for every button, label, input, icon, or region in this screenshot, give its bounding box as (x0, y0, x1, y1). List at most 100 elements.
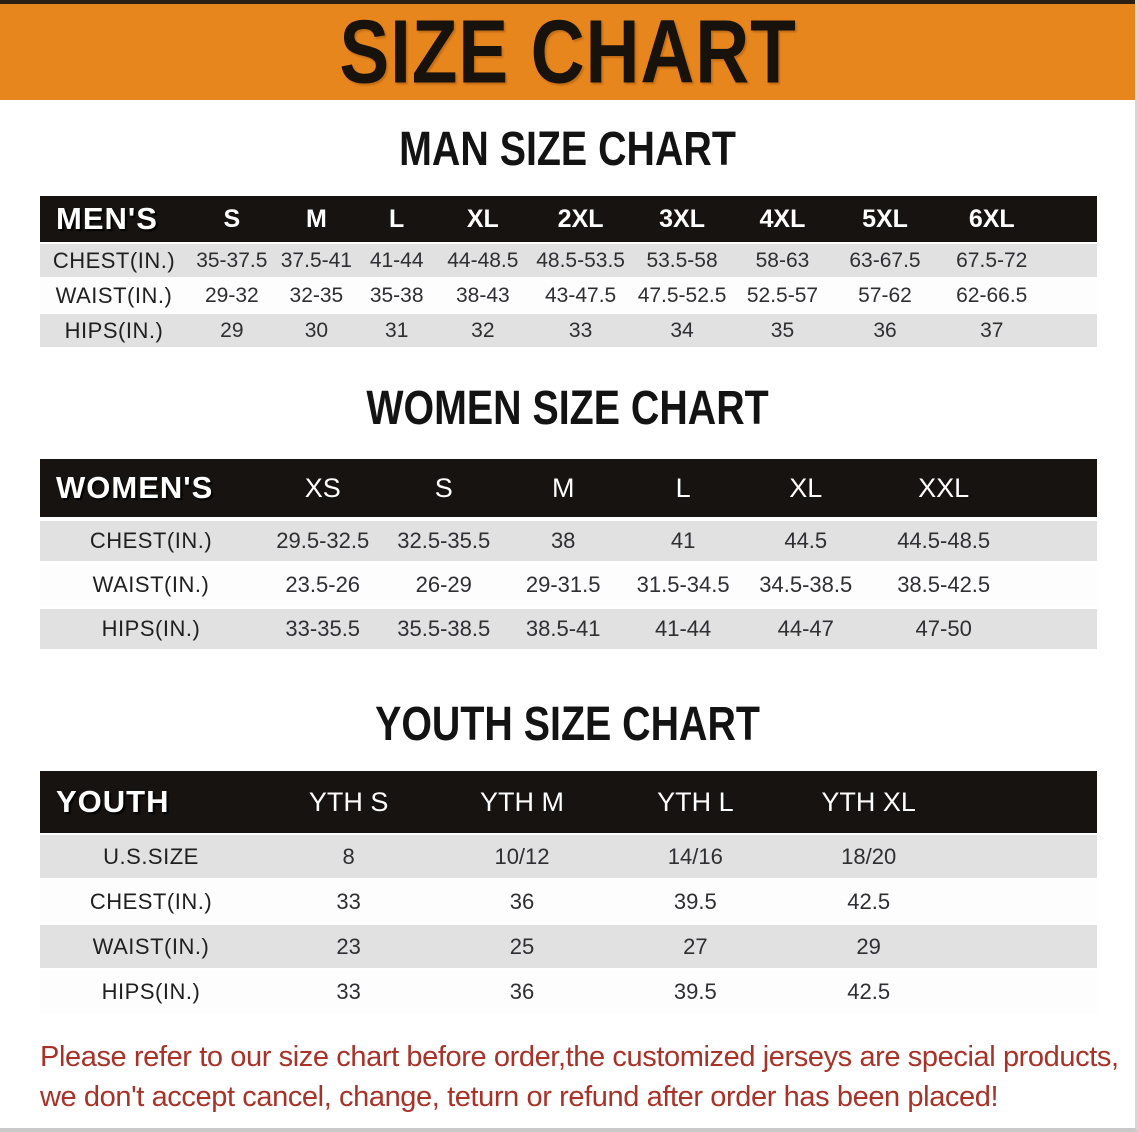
size-value-cell: 47.5-52.5 (637, 283, 727, 307)
size-value-cell: 34.5-38.5 (759, 572, 853, 597)
row-spacer-cell (955, 835, 1097, 878)
size-value-cell: 43-47.5 (544, 283, 617, 307)
size-value-cell: 31.5-34.5 (636, 572, 730, 597)
header-spacer-cell (955, 771, 1097, 833)
size-value-cell: 53.5-58 (646, 248, 718, 272)
men-column-l: L (389, 204, 405, 233)
size-value-cell: 33 (336, 888, 361, 914)
row-label: CHEST(IN.) (89, 888, 213, 914)
men-row-hips-in: HIPS(IN.) 29 30 31 32 33 34 35 36 37 (40, 314, 1097, 347)
size-value-cell: 47-50 (915, 616, 972, 641)
women-table-label: WOMEN'S (56, 470, 214, 505)
youth-column-yth-s: YTH S (308, 786, 389, 817)
row-spacer-cell (955, 925, 1097, 968)
row-spacer-cell (1020, 521, 1097, 561)
size-value-cell: 23.5-26 (285, 572, 361, 597)
youth-row-hips-in: HIPS(IN.) 33 36 39.5 42.5 (40, 970, 1097, 1013)
men-table-label: MEN'S (56, 201, 158, 236)
youth-row-waist-in: WAIST(IN.) 23 25 27 29 (40, 925, 1097, 968)
size-value-cell: 57-62 (858, 283, 912, 307)
size-value-cell: 33 (336, 978, 361, 1004)
men-section: MAN SIZE CHART MEN'S S M L XL 2XL 3XL 4XL 5XL 6XL… (0, 126, 1135, 349)
disclaimer-line-1: Please refer to our size chart before or… (40, 1041, 1119, 1073)
women-row-waist-in: WAIST(IN.) 23.5-26 26-29 29-31.5 31.5-34.5 34… (40, 565, 1097, 605)
youth-section: YOUTH SIZE CHART YOUTH YTH S YTH M YTH L YTH… (0, 701, 1135, 1015)
size-value-cell: 32 (471, 318, 495, 342)
disclaimer-line-2: we don't accept cancel, change, teturn o… (40, 1081, 999, 1113)
size-value-cell: 35-37.5 (196, 248, 268, 272)
row-label: HIPS(IN.) (101, 616, 201, 641)
size-value-cell: 31 (385, 318, 409, 342)
size-value-cell: 35 (770, 318, 795, 342)
row-label: HIPS(IN.) (64, 317, 164, 343)
size-value-cell: 29-32 (204, 283, 259, 307)
size-value-cell: 8 (342, 843, 355, 869)
size-value-cell: 58-63 (755, 248, 810, 272)
size-value-cell: 32.5-35.5 (397, 528, 491, 553)
size-value-cell: 52.5-57 (746, 283, 819, 307)
size-value-cell: 27 (683, 933, 708, 959)
size-value-cell: 29.5-32.5 (276, 528, 370, 553)
row-label: WAIST(IN.) (92, 933, 210, 959)
women-size-table: WOMEN'S XS S M L XL XXL CHEST(IN.) 29.5-32.5 32.5… (40, 455, 1097, 653)
size-value-cell: 41 (670, 528, 696, 553)
women-column-m: M (551, 472, 575, 503)
row-spacer-cell (1020, 609, 1097, 649)
women-column-s: S (434, 472, 453, 503)
men-row-waist-in: WAIST(IN.) 29-32 32-35 35-38 38-43 43-47.5 47.… (40, 279, 1097, 312)
size-value-cell: 30 (304, 318, 329, 342)
size-value-cell: 67.5-72 (956, 248, 1028, 272)
size-value-cell: 26-29 (415, 572, 472, 597)
row-label: CHEST(IN.) (52, 247, 176, 273)
size-value-cell: 37 (980, 318, 1004, 342)
women-table-header-row: WOMEN'S XS S M L XL XXL (40, 459, 1097, 517)
women-column-xl: XL (789, 472, 823, 503)
youth-size-table: YOUTH YTH S YTH M YTH L YTH XL U.S.SIZE 8 10/12… (40, 769, 1097, 1015)
size-value-cell: 44.5 (784, 528, 828, 553)
size-value-cell: 29 (856, 933, 881, 959)
size-value-cell: 14/16 (667, 843, 723, 869)
youth-row-u-s-size: U.S.SIZE 8 10/12 14/16 18/20 (40, 835, 1097, 878)
row-spacer-cell (1046, 244, 1097, 277)
men-column-s: S (223, 204, 241, 233)
size-value-cell: 18/20 (841, 843, 897, 869)
row-label: WAIST(IN.) (92, 572, 210, 597)
size-value-cell: 62-66.5 (956, 283, 1028, 307)
size-value-cell: 42.5 (847, 978, 891, 1004)
men-size-table: MEN'S S M L XL 2XL 3XL 4XL 5XL 6XL CHEST(IN.) 35-37… (40, 194, 1097, 349)
size-value-cell: 25 (509, 933, 535, 959)
youth-column-yth-m: YTH M (479, 786, 564, 817)
size-value-cell: 39.5 (673, 888, 717, 914)
header-spacer-cell (1046, 196, 1097, 242)
size-value-cell: 44-47 (777, 616, 834, 641)
size-value-cell: 36 (873, 318, 897, 342)
size-value-cell: 38-43 (455, 283, 510, 307)
size-value-cell: 41-44 (655, 616, 712, 641)
size-value-cell: 36 (509, 888, 535, 914)
men-section-title: MAN SIZE CHART (399, 123, 736, 176)
size-value-cell: 35-38 (369, 283, 424, 307)
size-value-cell: 23 (336, 933, 361, 959)
row-label: WAIST(IN.) (55, 282, 173, 308)
women-column-xs: XS (304, 472, 341, 503)
men-row-chest-in: CHEST(IN.) 35-37.5 37.5-41 41-44 44-48.5 48.5… (40, 244, 1097, 277)
size-value-cell: 29-31.5 (525, 572, 601, 597)
youth-column-yth-xl: YTH XL (821, 786, 916, 817)
header-spacer-cell (1020, 459, 1097, 517)
men-column-6xl: 6XL (968, 204, 1015, 233)
youth-table-header-row: YOUTH YTH S YTH M YTH L YTH XL (40, 771, 1097, 833)
row-spacer-cell (1020, 565, 1097, 605)
size-value-cell: 44-48.5 (447, 248, 519, 272)
row-label: HIPS(IN.) (101, 978, 201, 1004)
men-column-m: M (305, 204, 327, 233)
women-section: WOMEN SIZE CHART WOMEN'S XS S M L XL XXL CHEST(… (0, 385, 1135, 653)
men-column-4xl: 4XL (759, 204, 806, 233)
size-value-cell: 33-35.5 (285, 616, 361, 641)
disclaimer-text: Please refer to our size chart before or… (40, 1037, 1135, 1117)
size-value-cell: 38.5-41 (525, 616, 601, 641)
women-column-xxl: XXL (918, 472, 970, 503)
row-spacer-cell (1046, 279, 1097, 312)
women-section-title: WOMEN SIZE CHART (366, 382, 769, 435)
men-column-2xl: 2XL (557, 204, 604, 233)
